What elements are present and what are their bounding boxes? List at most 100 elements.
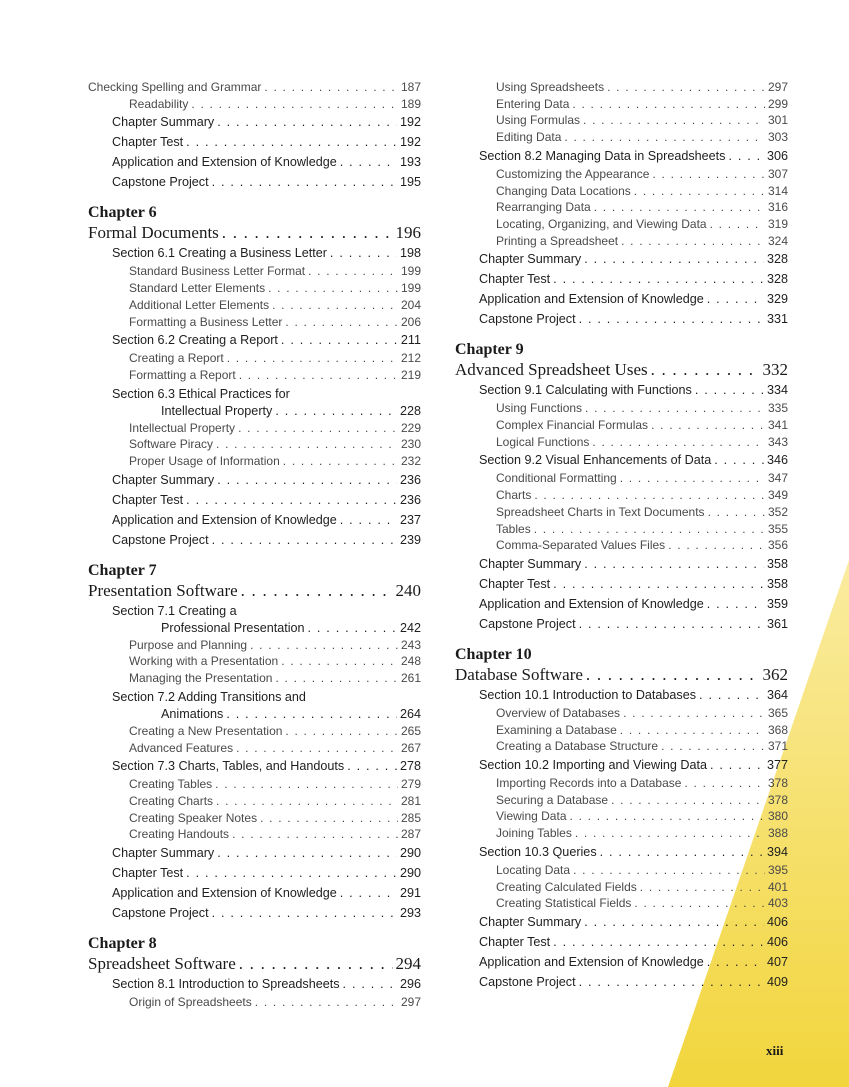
chapter-title-entry[interactable]: Database Software 362	[455, 664, 788, 685]
section-entry[interactable]: Chapter Test 406	[455, 932, 788, 952]
topic-entry[interactable]: Comma-Separated Values Files 356	[455, 537, 788, 554]
topic-entry[interactable]: Formatting a Business Letter 206	[88, 314, 421, 331]
section-entry[interactable]: Chapter Summary 290	[88, 843, 421, 863]
chapter-title-entry[interactable]: Spreadsheet Software 294	[88, 953, 421, 974]
section-entry[interactable]: Section 10.1 Introduction to Databases 36…	[455, 685, 788, 705]
section-entry[interactable]: Section 8.2 Managing Data in Spreadsheet…	[455, 146, 788, 166]
topic-entry[interactable]: Managing the Presentation 261	[88, 670, 421, 687]
topic-entry[interactable]: Overview of Databases 365	[455, 705, 788, 722]
topic-entry[interactable]: Readability 189	[88, 96, 421, 113]
topic-entry[interactable]: Editing Data 303	[455, 129, 788, 146]
section-entry[interactable]: Application and Extension of Knowledge 29…	[88, 883, 421, 903]
section-entry[interactable]: Section 6.3 Ethical Practices for Intelle…	[88, 386, 421, 420]
section-entry[interactable]: Capstone Project 331	[455, 309, 788, 329]
section-entry[interactable]: Application and Extension of Knowledge 23…	[88, 510, 421, 530]
entry-title: Capstone Project	[112, 906, 209, 921]
section-entry[interactable]: Application and Extension of Knowledge 19…	[88, 152, 421, 172]
section-entry[interactable]: Section 7.1 Creating a Professional Prese…	[88, 603, 421, 637]
topic-entry[interactable]: Charts 349	[455, 487, 788, 504]
topic-entry[interactable]: Locating, Organizing, and Viewing Data 31…	[455, 216, 788, 233]
section-entry[interactable]: Capstone Project 239	[88, 530, 421, 550]
section-entry[interactable]: Chapter Test 192	[88, 132, 421, 152]
entry-page-number: 211	[400, 333, 421, 348]
topic-entry[interactable]: Conditional Formatting 347	[455, 470, 788, 487]
topic-entry[interactable]: Creating Handouts 287	[88, 826, 421, 843]
topic-entry[interactable]: Locating Data 395	[455, 862, 788, 879]
section-entry[interactable]: Section 10.2 Importing and Viewing Data 3…	[455, 755, 788, 775]
section-entry[interactable]: Chapter Test 358	[455, 574, 788, 594]
topic-entry[interactable]: Standard Business Letter Format 199	[88, 263, 421, 280]
chapter-title-entry[interactable]: Presentation Software 240	[88, 580, 421, 601]
entry-title: Comma-Separated Values Files	[496, 538, 666, 553]
topic-entry[interactable]: Creating Statistical Fields 403	[455, 895, 788, 912]
topic-entry[interactable]: Logical Functions 343	[455, 434, 788, 451]
topic-entry[interactable]: Checking Spelling and Grammar 187	[88, 79, 421, 96]
section-entry[interactable]: Capstone Project 361	[455, 614, 788, 634]
topic-entry[interactable]: Standard Letter Elements 199	[88, 280, 421, 297]
section-entry[interactable]: Chapter Summary 236	[88, 470, 421, 490]
section-entry[interactable]: Section 6.1 Creating a Business Letter 19…	[88, 243, 421, 263]
topic-entry[interactable]: Creating Calculated Fields 401	[455, 879, 788, 896]
section-entry[interactable]: Section 6.2 Creating a Report 211	[88, 330, 421, 350]
topic-entry[interactable]: Creating a Report 212	[88, 350, 421, 367]
entry-title: Creating a New Presentation	[129, 723, 283, 738]
topic-entry[interactable]: Creating Charts 281	[88, 793, 421, 810]
topic-entry[interactable]: Securing a Database 378	[455, 792, 788, 809]
topic-entry[interactable]: Importing Records into a Database 378	[455, 775, 788, 792]
section-entry[interactable]: Chapter Test 236	[88, 490, 421, 510]
topic-entry[interactable]: Formatting a Report 219	[88, 367, 421, 384]
topic-entry[interactable]: Creating Speaker Notes 285	[88, 810, 421, 827]
dot-leader	[216, 436, 398, 453]
section-entry[interactable]: Application and Extension of Knowledge 40…	[455, 952, 788, 972]
topic-entry[interactable]: Intellectual Property 229	[88, 420, 421, 437]
section-entry-line2[interactable]: Professional Presentation 242	[112, 620, 421, 637]
topic-entry[interactable]: Viewing Data 380	[455, 808, 788, 825]
topic-entry[interactable]: Changing Data Locations 314	[455, 183, 788, 200]
section-entry[interactable]: Chapter Test 328	[455, 269, 788, 289]
section-entry[interactable]: Section 7.3 Charts, Tables, and Handouts…	[88, 756, 421, 776]
topic-entry[interactable]: Rearranging Data 316	[455, 199, 788, 216]
section-entry[interactable]: Chapter Summary 328	[455, 249, 788, 269]
section-entry[interactable]: Capstone Project 409	[455, 972, 788, 992]
topic-entry[interactable]: Purpose and Planning 243	[88, 637, 421, 654]
section-entry[interactable]: Section 9.2 Visual Enhancements of Data 3…	[455, 450, 788, 470]
topic-entry[interactable]: Using Formulas 301	[455, 112, 788, 129]
topic-entry[interactable]: Proper Usage of Information 232	[88, 453, 421, 470]
section-entry[interactable]: Section 7.2 Adding Transitions and Animat…	[88, 689, 421, 723]
topic-entry[interactable]: Spreadsheet Charts in Text Documents 352	[455, 504, 788, 521]
section-entry[interactable]: Capstone Project 195	[88, 172, 421, 192]
section-entry[interactable]: Section 10.3 Queries 394	[455, 842, 788, 862]
topic-entry[interactable]: Origin of Spreadsheets 297	[88, 994, 421, 1011]
topic-entry[interactable]: Working with a Presentation 248	[88, 653, 421, 670]
section-entry[interactable]: Chapter Test 290	[88, 863, 421, 883]
topic-entry[interactable]: Entering Data 299	[455, 96, 788, 113]
topic-entry[interactable]: Complex Financial Formulas 341	[455, 417, 788, 434]
topic-entry[interactable]: Creating a Database Structure 371	[455, 738, 788, 755]
topic-entry[interactable]: Using Spreadsheets 297	[455, 79, 788, 96]
section-entry[interactable]: Chapter Summary 358	[455, 554, 788, 574]
section-entry[interactable]: Chapter Summary 192	[88, 112, 421, 132]
topic-entry[interactable]: Creating a New Presentation 265	[88, 723, 421, 740]
section-entry[interactable]: Section 9.1 Calculating with Functions 33…	[455, 380, 788, 400]
entry-title: Capstone Project	[479, 616, 576, 631]
topic-entry[interactable]: Examining a Database 368	[455, 722, 788, 739]
topic-entry[interactable]: Creating Tables 279	[88, 776, 421, 793]
entry-page-number: 329	[766, 292, 788, 307]
section-entry[interactable]: Chapter Summary 406	[455, 912, 788, 932]
topic-entry[interactable]: Tables 355	[455, 521, 788, 538]
topic-entry[interactable]: Additional Letter Elements 204	[88, 297, 421, 314]
section-entry[interactable]: Application and Extension of Knowledge 32…	[455, 289, 788, 309]
chapter-title-entry[interactable]: Advanced Spreadsheet Uses 332	[455, 359, 788, 380]
section-entry[interactable]: Capstone Project 293	[88, 903, 421, 923]
chapter-title-entry[interactable]: Formal Documents 196	[88, 222, 421, 243]
topic-entry[interactable]: Printing a Spreadsheet 324	[455, 233, 788, 250]
topic-entry[interactable]: Using Functions 335	[455, 400, 788, 417]
topic-entry[interactable]: Joining Tables 388	[455, 825, 788, 842]
section-entry[interactable]: Application and Extension of Knowledge 35…	[455, 594, 788, 614]
section-entry[interactable]: Section 8.1 Introduction to Spreadsheets…	[88, 974, 421, 994]
topic-entry[interactable]: Customizing the Appearance 307	[455, 166, 788, 183]
topic-entry[interactable]: Advanced Features 267	[88, 740, 421, 757]
topic-entry[interactable]: Software Piracy 230	[88, 436, 421, 453]
section-entry-line2[interactable]: Animations 264	[112, 706, 421, 723]
section-entry-line2[interactable]: Intellectual Property 228	[112, 403, 421, 420]
